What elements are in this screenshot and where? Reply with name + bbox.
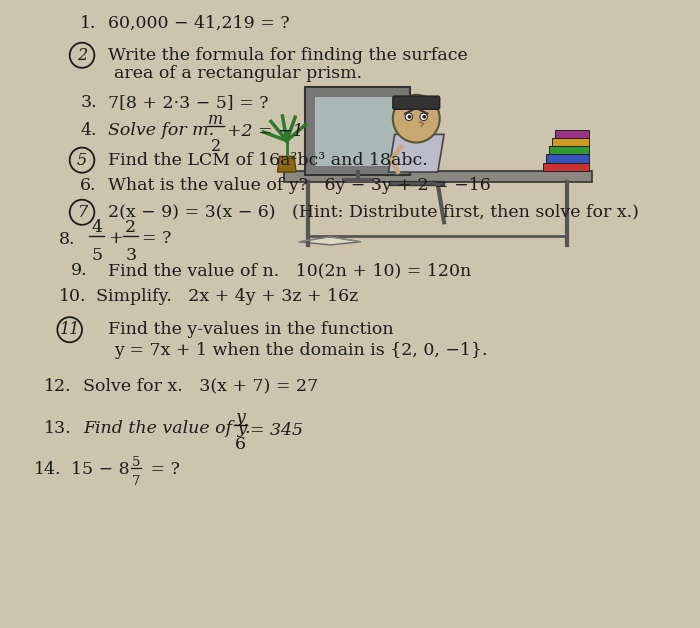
Text: 2: 2 <box>211 138 221 155</box>
Text: 1.: 1. <box>80 15 97 32</box>
Text: +: + <box>108 230 122 247</box>
Text: 7[8 + 2·3 − 5] = ?: 7[8 + 2·3 − 5] = ? <box>108 94 268 111</box>
Text: y: y <box>236 409 246 426</box>
Text: 60,000 − 41,219 = ?: 60,000 − 41,219 = ? <box>108 15 290 32</box>
FancyBboxPatch shape <box>546 154 589 163</box>
Text: 6: 6 <box>235 436 246 453</box>
FancyBboxPatch shape <box>342 178 373 182</box>
Circle shape <box>405 113 412 121</box>
Text: Write the formula for finding the surface: Write the formula for finding the surfac… <box>108 46 468 63</box>
Text: 3: 3 <box>125 247 136 264</box>
Text: = 345: = 345 <box>251 421 303 439</box>
Text: 4.: 4. <box>80 122 97 139</box>
FancyBboxPatch shape <box>549 146 589 154</box>
FancyBboxPatch shape <box>555 130 589 138</box>
Text: y = 7x + 1 when the domain is {2, 0, −1}.: y = 7x + 1 when the domain is {2, 0, −1}… <box>114 342 488 359</box>
Text: 9.: 9. <box>71 262 88 279</box>
Text: 10.: 10. <box>59 288 86 305</box>
Text: 6.: 6. <box>80 176 97 193</box>
Text: = ?: = ? <box>145 461 180 478</box>
Text: Find the value of y.: Find the value of y. <box>83 420 251 437</box>
Text: 13.: 13. <box>44 420 72 437</box>
Text: 4: 4 <box>91 219 102 236</box>
Text: = ?: = ? <box>142 230 172 247</box>
Text: +2 = −1: +2 = −1 <box>227 123 303 141</box>
FancyBboxPatch shape <box>542 163 589 171</box>
Text: What is the value of y?   6y − 3y + 2 = −16: What is the value of y? 6y − 3y + 2 = −1… <box>108 176 491 193</box>
Text: Find the y-values in the function: Find the y-values in the function <box>108 321 393 338</box>
Circle shape <box>420 113 428 121</box>
Text: Solve for x.   3(x + 7) = 27: Solve for x. 3(x + 7) = 27 <box>83 377 318 394</box>
Text: area of a rectangular prism.: area of a rectangular prism. <box>114 65 362 82</box>
FancyBboxPatch shape <box>284 171 592 182</box>
Text: 2: 2 <box>125 219 136 236</box>
Text: Solve for m.: Solve for m. <box>108 122 214 139</box>
Text: 15 − 8: 15 − 8 <box>71 461 130 478</box>
FancyBboxPatch shape <box>305 87 410 175</box>
Circle shape <box>407 115 412 119</box>
Text: 3.: 3. <box>80 94 97 111</box>
Text: 12.: 12. <box>44 377 72 394</box>
Text: 8.: 8. <box>59 230 75 247</box>
Text: m: m <box>209 111 223 127</box>
Polygon shape <box>389 134 444 172</box>
FancyBboxPatch shape <box>393 96 440 109</box>
Text: Simplify.   2x + 4y + 3z + 16z: Simplify. 2x + 4y + 3z + 16z <box>96 288 358 305</box>
Text: 7: 7 <box>132 475 141 489</box>
Text: 5: 5 <box>91 247 102 264</box>
Text: 14.: 14. <box>34 461 62 478</box>
Text: Find the value of n.   10(2n + 10) = 120n: Find the value of n. 10(2n + 10) = 120n <box>108 262 471 279</box>
Circle shape <box>393 95 440 143</box>
Circle shape <box>422 115 426 119</box>
Text: 2: 2 <box>77 46 87 64</box>
Text: 7: 7 <box>77 203 87 221</box>
Polygon shape <box>299 237 360 245</box>
Text: Find the LCM of 16a²bc³ and 18abc.: Find the LCM of 16a²bc³ and 18abc. <box>108 151 428 168</box>
FancyBboxPatch shape <box>389 181 444 185</box>
Text: 5: 5 <box>77 151 87 169</box>
Text: 2(x − 9) = 3(x − 6)   (Hint: Distribute first, then solve for x.): 2(x − 9) = 3(x − 6) (Hint: Distribute fi… <box>108 203 639 220</box>
Polygon shape <box>277 156 296 172</box>
FancyBboxPatch shape <box>314 97 401 166</box>
Text: 11: 11 <box>60 321 80 338</box>
FancyBboxPatch shape <box>552 138 589 146</box>
Text: 5: 5 <box>132 456 141 469</box>
